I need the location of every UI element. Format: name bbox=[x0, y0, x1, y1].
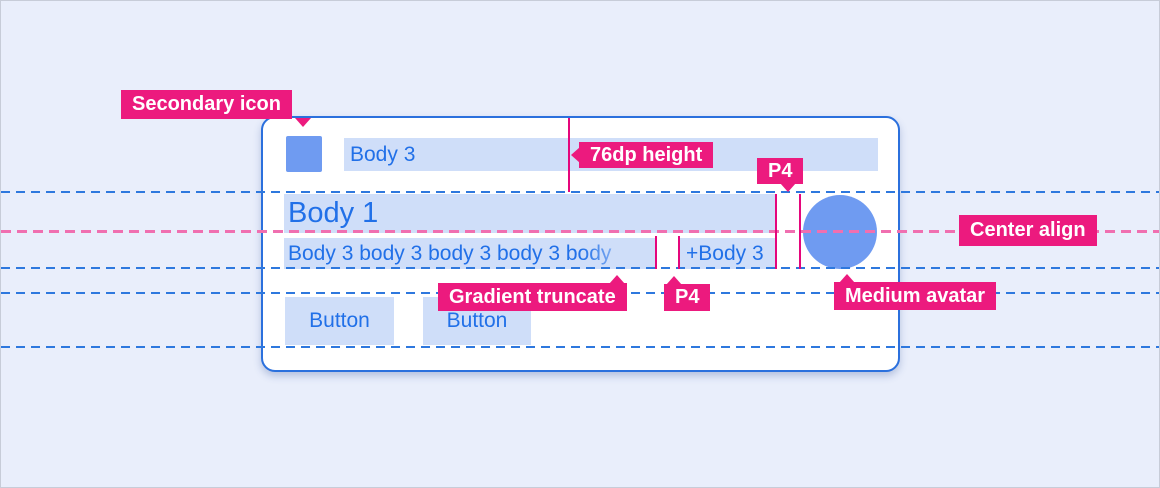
guide-line-row-top bbox=[1, 191, 1159, 193]
measure-line-p4-right bbox=[799, 194, 801, 269]
truncated-body-text-content: Body 3 body 3 body 3 body 3 body bbox=[288, 242, 612, 265]
guide-line-center bbox=[1, 230, 1159, 233]
title-text: Body 1 bbox=[284, 194, 776, 233]
callout-p4-top-label: P4 bbox=[768, 160, 793, 182]
button-primary[interactable]: Button bbox=[285, 297, 394, 345]
callout-gradient-truncate-label: Gradient truncate bbox=[449, 286, 616, 308]
pointer-up-icon bbox=[839, 274, 855, 283]
gradient-fade bbox=[581, 238, 655, 269]
callout-medium-avatar: Medium avatar bbox=[834, 274, 997, 310]
measure-line-height bbox=[568, 118, 570, 192]
callout-secondary-icon: Secondary icon bbox=[121, 90, 311, 127]
pointer-left-icon bbox=[571, 147, 580, 163]
guide-line-buttons-bottom bbox=[1, 346, 1159, 348]
callout-height: 76dp height bbox=[571, 142, 714, 168]
pointer-up-icon bbox=[666, 276, 682, 285]
overflow-count-text: +Body 3 bbox=[679, 238, 776, 269]
truncated-body-text: Body 3 body 3 body 3 body 3 body bbox=[284, 238, 655, 269]
callout-p4-bottom-label: P4 bbox=[675, 286, 700, 308]
callout-secondary-icon-label: Secondary icon bbox=[132, 93, 281, 115]
callout-p4-bottom: P4 bbox=[664, 276, 711, 311]
guide-line-row-bottom bbox=[1, 267, 1159, 269]
pointer-down-icon bbox=[295, 118, 311, 127]
callout-center-align-label: Center align bbox=[970, 219, 1086, 241]
callout-height-label: 76dp height bbox=[590, 144, 703, 166]
measure-line-truncate-end bbox=[655, 236, 657, 269]
callout-medium-avatar-label: Medium avatar bbox=[845, 285, 986, 307]
measure-line-p4-bottom bbox=[678, 236, 680, 269]
pointer-up-icon bbox=[608, 275, 625, 284]
pointer-down-icon bbox=[780, 183, 796, 192]
secondary-icon bbox=[286, 136, 322, 172]
measure-line-p4-left bbox=[775, 194, 777, 269]
callout-center-align: Center align bbox=[959, 215, 1097, 246]
callout-p4-top: P4 bbox=[757, 158, 804, 192]
callout-gradient-truncate: Gradient truncate bbox=[438, 275, 627, 311]
